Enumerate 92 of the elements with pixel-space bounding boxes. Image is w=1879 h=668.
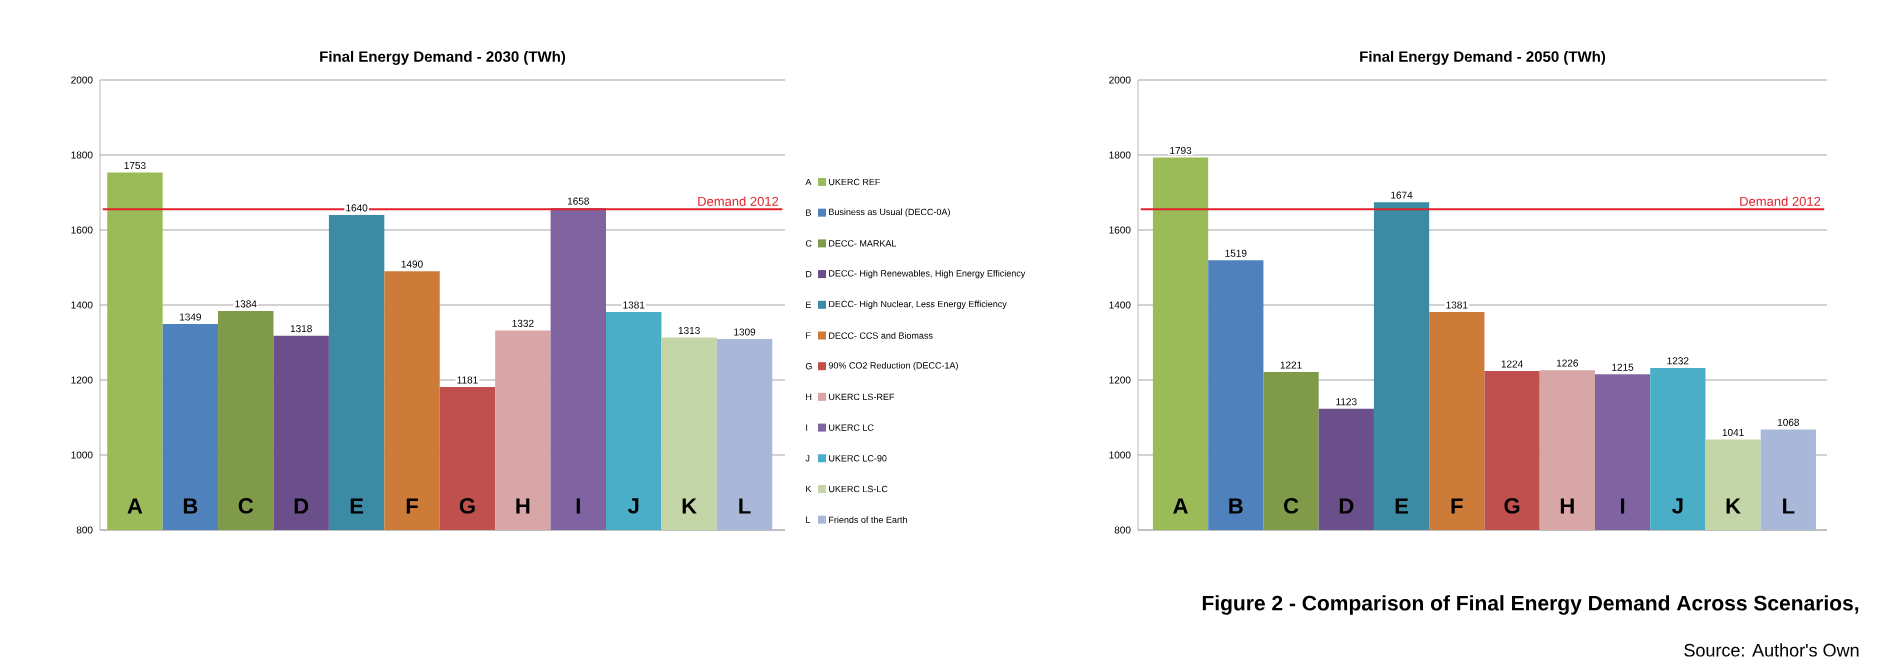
x-tick-label: B: [1229, 498, 1243, 514]
data-label: 1640: [346, 204, 368, 212]
data-label: 1215: [1612, 363, 1634, 371]
data-label: 1232: [1667, 357, 1689, 365]
ref-line-label: Demand 2012: [698, 196, 779, 206]
data-label: 1384: [235, 300, 257, 308]
y-tick-label: 800: [1114, 526, 1131, 534]
x-tick-label: C: [1284, 498, 1299, 514]
x-tick-label: I: [1621, 498, 1625, 514]
x-tick-label: J: [627, 498, 639, 514]
category-label: G: [805, 363, 812, 370]
x-tick-label: G: [1504, 498, 1520, 514]
y-tick-label: 1400: [71, 301, 93, 309]
legend-label: UKERC LS-REF: [829, 393, 895, 401]
y-tick-label: 2000: [1109, 76, 1131, 84]
category-label: H: [806, 393, 812, 400]
category-label: I: [806, 424, 808, 431]
caption: Figure 2 - Comparison of Final Energy Demand Across Scenarios,: [1202, 595, 1859, 615]
x-tick-label: C: [238, 498, 254, 514]
x-tick-label: J: [1672, 498, 1683, 514]
data-label: 1332: [512, 319, 534, 327]
y-tick-label: 1000: [71, 451, 93, 459]
category-label: A: [805, 178, 812, 186]
y-tick-label: 1600: [71, 226, 93, 234]
category-label: K: [806, 485, 812, 493]
x-tick-label: L: [1783, 498, 1795, 514]
data-label: 1674: [1391, 191, 1413, 199]
data-label: 1793: [1170, 146, 1192, 155]
data-label: 1658: [567, 197, 589, 205]
chart-title: Final Energy Demand - 2030 (TWh): [320, 50, 566, 65]
y-tick-label: 800: [76, 526, 93, 534]
legend-label: UKERC REF: [829, 178, 881, 186]
data-label: 1381: [623, 301, 645, 309]
legend-label: DECC- High Renewables, High Energy Efficiency: [829, 269, 1026, 279]
x-tick-label: A: [127, 498, 143, 514]
data-label: 1181: [457, 376, 478, 384]
y-tick-label: 1000: [1109, 451, 1131, 459]
y-tick-label: 1800: [71, 151, 93, 159]
data-label: 1349: [179, 313, 201, 321]
x-tick-label: F: [406, 498, 418, 514]
data-label: 1381: [1446, 301, 1468, 309]
y-tick-label: 2000: [71, 76, 93, 84]
legend-label: DECC- CCS and Biomass: [829, 332, 933, 339]
legend-label: Business as Usual (DECC-0A): [829, 208, 950, 217]
category-label: D: [806, 271, 812, 278]
x-tick-label: E: [1395, 498, 1409, 514]
legend-label: UKERC LC-90: [829, 455, 887, 462]
ref-line-label: Demand 2012: [1740, 196, 1821, 206]
category-label: B: [806, 209, 811, 216]
category-label: J: [805, 455, 810, 462]
legend-label: UKERC LC: [829, 424, 874, 431]
source-note: Source: Author's Own: [1684, 643, 1859, 657]
x-tick-label: A: [1173, 498, 1188, 514]
y-tick-label: 1800: [1109, 151, 1131, 159]
legend-label: DECC- High Nuclear, Less Energy Efficiency: [829, 300, 1007, 309]
data-label: 1041: [1722, 428, 1744, 437]
x-tick-label: E: [350, 498, 364, 514]
data-label: 1068: [1777, 418, 1800, 426]
x-tick-label: G: [459, 498, 475, 514]
data-label: 1753: [124, 161, 146, 170]
data-label: 1309: [734, 328, 756, 336]
chart-title: Final Energy Demand - 2050 (TWh): [1360, 50, 1606, 65]
data-label: 1221: [1280, 361, 1302, 369]
x-tick-label: K: [1726, 498, 1741, 514]
x-tick-label: H: [516, 498, 530, 514]
x-tick-label: B: [183, 498, 198, 514]
category-label: E: [806, 301, 812, 308]
data-label: 1519: [1225, 249, 1247, 257]
data-label: 1313: [678, 326, 700, 335]
data-label: 1318: [290, 325, 312, 333]
legend-label: 90% CO2 Reduction (DECC-1A): [828, 361, 958, 371]
x-tick-label: L: [739, 498, 751, 514]
y-tick-label: 1600: [1109, 226, 1131, 234]
x-tick-label: F: [1451, 498, 1463, 514]
category-label: F: [806, 332, 811, 339]
y-tick-label: 1200: [1109, 376, 1131, 384]
x-tick-label: H: [1560, 498, 1574, 514]
x-tick-label: I: [576, 498, 580, 514]
y-tick-label: 1400: [1109, 301, 1131, 309]
x-tick-label: K: [682, 498, 697, 514]
data-label: 1490: [401, 260, 423, 268]
category-label: L: [806, 516, 811, 523]
legend-label: Friends of the Earth: [829, 516, 907, 523]
data-label: 1224: [1501, 360, 1523, 368]
x-tick-label: D: [1339, 498, 1354, 514]
legend-label: UKERC LS-LC: [829, 485, 888, 493]
data-label: 1123: [1336, 398, 1357, 406]
category-label: C: [805, 240, 812, 247]
data-label: 1226: [1556, 359, 1578, 367]
y-tick-label: 1200: [71, 376, 93, 384]
legend-label: DECC- MARKAL: [829, 240, 897, 247]
x-tick-label: D: [294, 498, 309, 514]
